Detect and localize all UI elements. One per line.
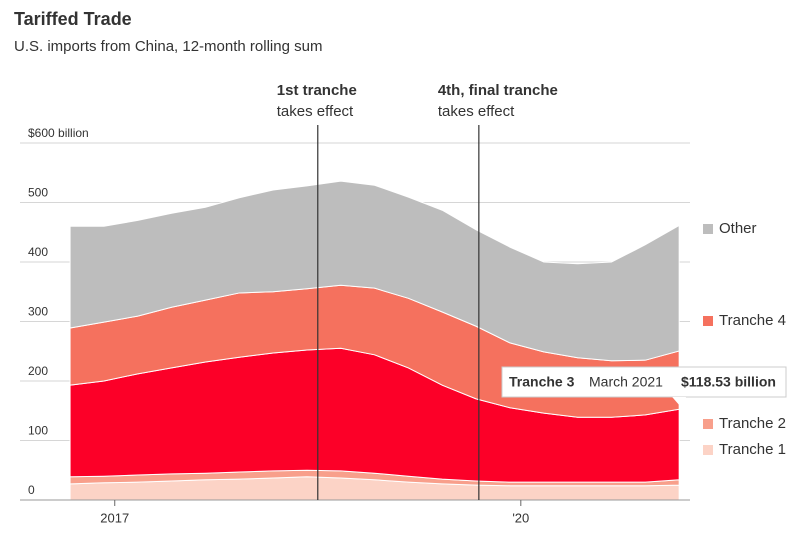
- y-tick-label: 200: [28, 364, 48, 378]
- y-tick-label: 500: [28, 186, 48, 200]
- legend-swatch: [703, 224, 713, 234]
- y-tick-label: 300: [28, 305, 48, 319]
- y-tick-label: $600 billion: [28, 126, 89, 140]
- y-tick-label: 0: [28, 483, 35, 497]
- legend-label: Tranche 2: [719, 415, 786, 432]
- legend-swatch: [703, 419, 713, 429]
- legend-label: Other: [719, 220, 757, 237]
- tooltip-value: $118.53 billion: [681, 374, 776, 390]
- tooltip: Tranche 3 March 2021 $118.53 billion: [501, 366, 787, 405]
- tooltip-box: [501, 366, 787, 398]
- tooltip-series: Tranche 3: [509, 374, 575, 390]
- area: [69, 180, 680, 362]
- annotation-title: 1st tranche: [277, 82, 357, 99]
- tooltip-pointer: [672, 397, 687, 405]
- x-tick-label: '20: [512, 510, 529, 525]
- legend-label: Tranche 4: [719, 312, 786, 329]
- y-tick-label: 100: [28, 424, 48, 438]
- annotation-title: 4th, final tranche: [438, 82, 558, 99]
- tooltip-date: March 2021: [589, 374, 663, 390]
- annotation-text: takes effect: [438, 103, 515, 120]
- legend-swatch: [703, 316, 713, 326]
- y-tick-label: 400: [28, 245, 48, 259]
- legend-label: Tranche 1: [719, 441, 786, 458]
- legend-swatch: [703, 445, 713, 455]
- x-tick-label: 2017: [100, 510, 129, 525]
- chart-title: Tariffed Trade: [14, 9, 132, 29]
- chart-subtitle: U.S. imports from China, 12-month rollin…: [14, 38, 322, 55]
- annotation-text: takes effect: [277, 103, 354, 120]
